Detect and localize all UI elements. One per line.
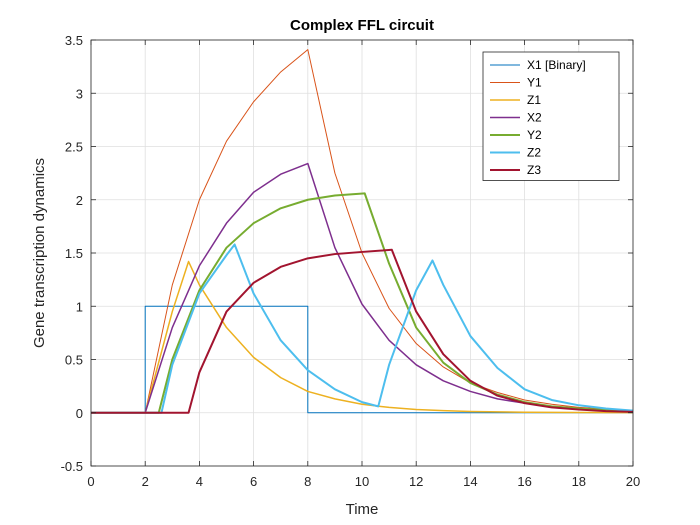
x-tick-label: 8	[304, 474, 311, 489]
x-tick-label: 6	[250, 474, 257, 489]
legend-label: X1 [Binary]	[527, 58, 586, 72]
y-tick-label: 3.5	[65, 33, 83, 48]
ticks: 0 2 4 6 8 10 12 14 16 18 20 -0.5 0 0.5 1 1.5 2 2.5 3 3.5	[61, 33, 641, 489]
x-axis-label: Time	[346, 501, 379, 518]
legend-box	[482, 51, 620, 181]
y-axis-label: Gene transcription dynamics	[31, 158, 48, 348]
series-line-y2	[91, 192, 634, 414]
legend-label: Z3	[527, 163, 541, 177]
chart-title: Complex FFL circuit	[290, 17, 434, 34]
legend: X1 [Binary] Y1 Z1 X2 Y2 Z2 Z3	[482, 51, 620, 181]
y-tick-label: 1	[76, 299, 83, 314]
series-layer	[91, 49, 634, 414]
legend-label: X2	[527, 111, 542, 125]
legend-label: Z1	[527, 93, 541, 107]
x-tick-label: 10	[355, 474, 369, 489]
y-tick-label: -0.5	[61, 459, 83, 474]
legend-label: Y1	[527, 76, 542, 90]
x-tick-label: 4	[196, 474, 203, 489]
x-tick-label: 0	[87, 474, 94, 489]
x-tick-label: 14	[463, 474, 477, 489]
x-tick-label: 16	[517, 474, 531, 489]
series-line-y1	[91, 49, 634, 414]
y-tick-label: 3	[76, 86, 83, 101]
x-tick-label: 12	[409, 474, 423, 489]
x-tick-label: 20	[626, 474, 640, 489]
legend-label: Z2	[527, 146, 541, 160]
y-tick-label: 2	[76, 193, 83, 208]
series-line-z2	[91, 243, 634, 414]
series-line-z3	[91, 248, 634, 414]
y-tick-label: 0.5	[65, 353, 83, 368]
y-tick-label: 0	[76, 406, 83, 421]
legend-label: Y2	[527, 128, 542, 142]
y-tick-label: 2.5	[65, 140, 83, 155]
series-line-z1	[91, 260, 634, 414]
x-tick-label: 18	[572, 474, 586, 489]
y-tick-label: 1.5	[65, 246, 83, 261]
x-tick-label: 2	[142, 474, 149, 489]
